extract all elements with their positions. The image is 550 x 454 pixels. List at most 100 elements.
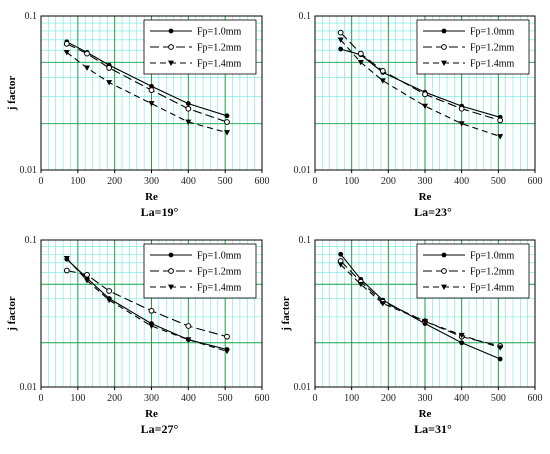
x-tick-label: 600 bbox=[528, 393, 543, 404]
panel-title: La=31° bbox=[414, 422, 452, 436]
x-tick-label: 100 bbox=[344, 176, 359, 187]
data-point bbox=[497, 356, 503, 362]
x-tick-label: 0 bbox=[39, 176, 44, 187]
y-tick-label: 0.01 bbox=[294, 165, 312, 176]
legend-marker bbox=[168, 284, 174, 290]
series-line bbox=[66, 51, 228, 134]
x-tick-label: 400 bbox=[181, 176, 196, 187]
y-tick-label: 0.1 bbox=[299, 235, 312, 246]
series-2 bbox=[337, 29, 504, 124]
data-point bbox=[63, 40, 70, 47]
x-axis-title: Re bbox=[145, 191, 158, 203]
legend: Fp=1.0mm Fp=1.2mm Fp=1.4mm bbox=[143, 243, 257, 299]
legend-marker bbox=[168, 28, 174, 34]
legend-marker bbox=[441, 60, 447, 66]
legend-label: Fp=1.4mm bbox=[197, 283, 241, 294]
data-point bbox=[337, 37, 344, 43]
x-tick-label: 600 bbox=[255, 176, 270, 187]
legend-marker bbox=[441, 252, 447, 258]
data-point bbox=[185, 119, 192, 125]
data-point bbox=[458, 121, 465, 127]
y-axis-title: j factor bbox=[6, 76, 18, 112]
data-point bbox=[63, 267, 70, 274]
data-point bbox=[337, 29, 344, 36]
data-point bbox=[497, 117, 504, 124]
legend-marker bbox=[168, 252, 174, 258]
x-tick-label: 200 bbox=[381, 176, 396, 187]
series-line bbox=[340, 264, 501, 349]
chart-panel-2: 0 100 200 300 400 500 600 0.01 0.1 Re La=23° Fp=1.0… bbox=[294, 11, 543, 219]
legend-box bbox=[416, 19, 530, 75]
series-line bbox=[340, 39, 501, 138]
x-axis-title: Re bbox=[419, 408, 432, 420]
x-tick-label: 600 bbox=[528, 176, 543, 187]
data-point bbox=[106, 297, 113, 304]
data-point bbox=[149, 83, 154, 89]
data-point bbox=[224, 113, 230, 119]
y-axis-title: j factor bbox=[280, 296, 292, 332]
legend-marker bbox=[441, 268, 447, 274]
legend-marker bbox=[441, 44, 447, 50]
x-tick-label: 200 bbox=[381, 393, 396, 404]
legend-label: Fp=1.4mm bbox=[197, 59, 241, 70]
x-tick-label: 300 bbox=[418, 176, 433, 187]
x-tick-label: 200 bbox=[107, 176, 122, 187]
legend-label: Fp=1.0mm bbox=[197, 27, 241, 38]
data-point bbox=[422, 318, 428, 325]
series-line bbox=[340, 260, 501, 347]
data-point bbox=[357, 50, 364, 57]
series-line bbox=[66, 258, 228, 352]
x-tick-label: 400 bbox=[181, 393, 196, 404]
data-point bbox=[106, 80, 113, 86]
legend-marker bbox=[168, 268, 174, 274]
legend-label: Fp=1.4mm bbox=[470, 59, 514, 70]
x-tick-label: 300 bbox=[418, 393, 433, 404]
data-point bbox=[84, 278, 91, 284]
series-3 bbox=[63, 255, 231, 355]
series-line bbox=[66, 269, 228, 338]
legend-box bbox=[416, 243, 530, 299]
y-tick-label: 0.01 bbox=[294, 382, 312, 393]
x-tick-label: 100 bbox=[70, 176, 85, 187]
data-point bbox=[357, 59, 364, 66]
x-tick-label: 100 bbox=[70, 393, 85, 404]
data-point bbox=[338, 46, 344, 52]
data-point bbox=[379, 68, 386, 74]
data-point bbox=[224, 130, 231, 136]
chart-panel-3: 0 100 200 300 400 500 600 0.01 0.1 Re j factor La=2… bbox=[6, 235, 270, 436]
x-tick-label: 0 bbox=[313, 393, 318, 404]
data-point bbox=[148, 307, 155, 314]
x-tick-label: 500 bbox=[218, 176, 233, 187]
legend-marker bbox=[168, 44, 174, 50]
data-point bbox=[337, 262, 344, 268]
panel-title: La=23° bbox=[414, 205, 452, 219]
legend-marker bbox=[441, 28, 447, 34]
legend-marker bbox=[441, 284, 447, 290]
legend-marker bbox=[168, 60, 174, 66]
data-point bbox=[379, 78, 386, 84]
chart-panel-1: 0 100 200 300 400 500 600 0.01 0.1 Re j factor La=1… bbox=[6, 11, 270, 219]
y-axis-title: j factor bbox=[6, 296, 18, 332]
data-point bbox=[148, 323, 155, 329]
legend-label: Fp=1.2mm bbox=[197, 267, 241, 278]
y-tick-label: 0.1 bbox=[299, 11, 312, 22]
data-point bbox=[497, 345, 504, 351]
y-tick-label: 0.1 bbox=[25, 11, 38, 22]
x-tick-label: 0 bbox=[39, 393, 44, 404]
data-point bbox=[185, 323, 192, 329]
chart-panel-4: 0 100 200 300 400 500 600 0.01 0.1 Re j factor La=3… bbox=[280, 235, 543, 436]
legend-label: Fp=1.0mm bbox=[197, 251, 241, 262]
x-axis-title: Re bbox=[419, 191, 432, 203]
data-point bbox=[185, 101, 191, 106]
legend-label: Fp=1.0mm bbox=[470, 251, 514, 262]
x-axis-title: Re bbox=[145, 408, 158, 420]
legend-box bbox=[143, 243, 257, 299]
data-point bbox=[185, 337, 192, 343]
x-tick-label: 100 bbox=[344, 393, 359, 404]
series-line bbox=[66, 41, 228, 117]
panel-title: La=19° bbox=[141, 205, 179, 219]
data-point bbox=[84, 65, 91, 71]
data-point bbox=[458, 105, 465, 112]
series-line bbox=[66, 43, 228, 123]
